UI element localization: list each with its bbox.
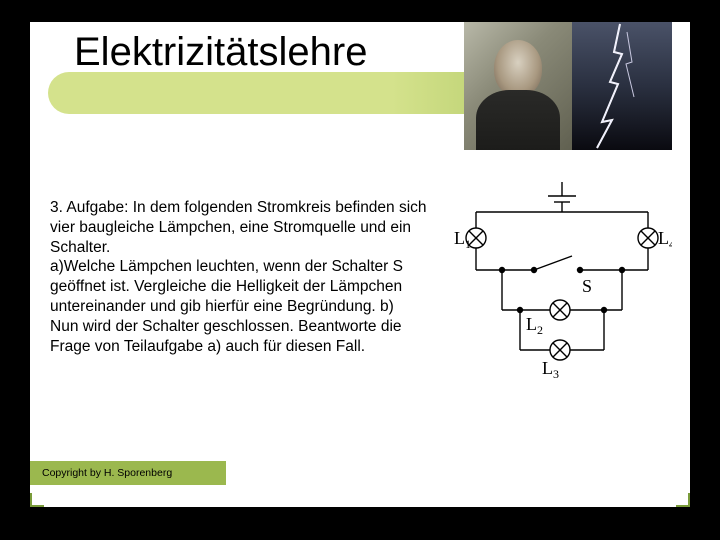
label-l2: L2 — [526, 314, 543, 337]
task-text-content: 3. Aufgabe: In dem folgenden Stromkreis … — [50, 199, 427, 355]
circuit-diagram: L1 L4 S L2 L3 — [454, 182, 672, 382]
label-l4: L4 — [658, 228, 672, 251]
copyright-box: Copyright by H. Sporenberg — [30, 461, 226, 485]
portrait-image — [464, 22, 572, 150]
corner-decoration-bl — [30, 493, 44, 507]
corner-decoration-br — [676, 493, 690, 507]
page-title: Elektrizitätslehre — [74, 30, 367, 75]
title-bar: Elektrizitätslehre — [30, 22, 690, 152]
task-text: 3. Aufgabe: In dem folgenden Stromkreis … — [50, 198, 445, 357]
slide: Elektrizitätslehre 3. Aufgabe: In dem fo… — [30, 22, 690, 507]
label-l3: L3 — [542, 358, 559, 381]
lightning-image — [572, 22, 672, 150]
copyright-text: Copyright by H. Sporenberg — [42, 467, 172, 479]
label-s: S — [582, 276, 592, 296]
